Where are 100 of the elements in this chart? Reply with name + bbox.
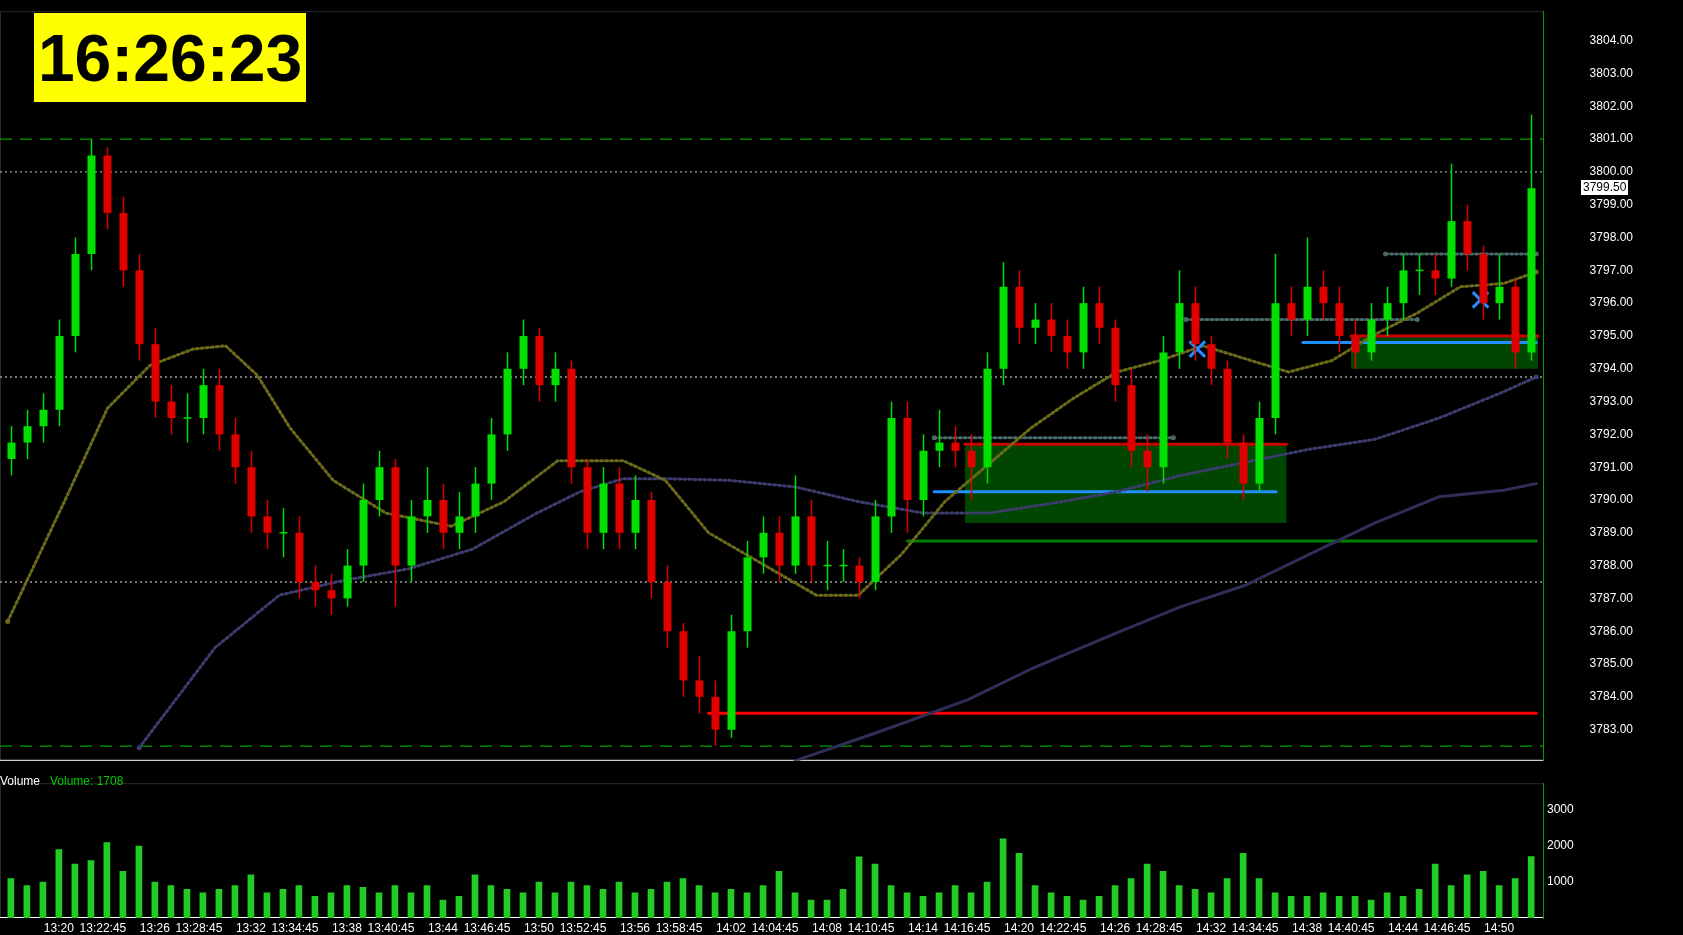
bar bbox=[231, 885, 239, 918]
x-tick-label: 14:34:45 bbox=[1231, 920, 1279, 935]
candlestick bbox=[1351, 318, 1360, 370]
bar bbox=[1479, 870, 1487, 918]
x-tick-label: 14:14 bbox=[908, 920, 939, 935]
candlestick bbox=[1143, 433, 1152, 493]
bar bbox=[1255, 878, 1263, 918]
annotation: 16:26:23 bbox=[34, 13, 306, 102]
y-tick-label: 3799.00 bbox=[1589, 197, 1634, 212]
bar bbox=[695, 885, 703, 918]
bar bbox=[423, 885, 431, 918]
bar bbox=[455, 896, 463, 918]
candlestick bbox=[951, 425, 960, 468]
candlestick bbox=[1047, 302, 1056, 354]
y-tick-label: 3788.00 bbox=[1589, 557, 1634, 572]
bar bbox=[215, 888, 223, 918]
bar bbox=[775, 870, 783, 918]
x-tick-label: 14:20 bbox=[1004, 920, 1035, 935]
x-tick-label: 14:04:45 bbox=[751, 920, 799, 935]
bar bbox=[871, 863, 879, 918]
candlestick bbox=[23, 409, 32, 460]
x-tick-label: 13:58:45 bbox=[655, 920, 703, 935]
x-tick-label: 13:38 bbox=[331, 920, 363, 935]
text: 3799.50 bbox=[1581, 180, 1629, 196]
candlestick bbox=[327, 573, 336, 616]
y-tick-label: 3792.00 bbox=[1589, 426, 1634, 441]
y-tick-label: 3796.00 bbox=[1589, 295, 1634, 310]
bar bbox=[343, 885, 351, 918]
bar bbox=[1447, 885, 1455, 918]
bar bbox=[1095, 896, 1103, 918]
bar bbox=[87, 860, 95, 918]
bar bbox=[1175, 885, 1183, 918]
annotation: Volume bbox=[0, 774, 41, 788]
bar bbox=[487, 885, 495, 918]
x-tick-label: 13:20 bbox=[43, 920, 75, 935]
y-tick-label: 3787.00 bbox=[1589, 590, 1634, 605]
bar bbox=[183, 888, 191, 918]
candlestick bbox=[183, 392, 192, 444]
y-tick-label: 3783.00 bbox=[1589, 721, 1634, 736]
y-tick-label: 3791.00 bbox=[1589, 459, 1634, 474]
y-tick-label: 3801.00 bbox=[1589, 131, 1634, 146]
y-tick-label: 3000 bbox=[1547, 802, 1575, 817]
annotation: Volume: 1708 bbox=[50, 774, 124, 788]
bar bbox=[1303, 896, 1311, 918]
x-tick-label: 13:50 bbox=[523, 920, 555, 935]
bar bbox=[311, 896, 319, 918]
candlestick bbox=[855, 556, 864, 600]
bar bbox=[1415, 888, 1423, 918]
x-tick-label: 14:16:45 bbox=[943, 920, 991, 935]
candlestick bbox=[1383, 286, 1392, 337]
candlestick bbox=[1031, 302, 1040, 345]
x-tick-label: 14:28:45 bbox=[1135, 920, 1183, 935]
x-tick-label: 14:44 bbox=[1388, 920, 1419, 935]
x-tick-label: 14:38 bbox=[1292, 920, 1323, 935]
x-tick-label: 14:10:45 bbox=[847, 920, 895, 935]
x-tick-label: 13:44 bbox=[427, 920, 459, 935]
bar bbox=[1431, 863, 1439, 918]
candlestick bbox=[967, 433, 976, 501]
bar bbox=[167, 885, 175, 918]
bar bbox=[135, 845, 143, 918]
bar bbox=[1495, 885, 1503, 918]
y-tick-label: 3785.00 bbox=[1589, 656, 1634, 671]
bar bbox=[119, 870, 127, 918]
candlestick bbox=[1287, 286, 1296, 337]
y-tick-label: 3802.00 bbox=[1589, 98, 1634, 113]
bar bbox=[759, 885, 767, 918]
bar bbox=[55, 849, 63, 918]
x-tick-label: 14:46:45 bbox=[1423, 920, 1471, 935]
bar bbox=[1159, 870, 1167, 918]
bar bbox=[887, 885, 895, 918]
candlestick bbox=[263, 499, 272, 550]
y-tick-label: 1000 bbox=[1547, 874, 1575, 889]
x-tick-label: 13:52:45 bbox=[559, 920, 607, 935]
bar bbox=[23, 885, 31, 918]
x-tick-label: 13:56 bbox=[619, 920, 651, 935]
bar bbox=[951, 885, 959, 918]
candlestick bbox=[695, 655, 704, 714]
y-tick-label: 3804.00 bbox=[1589, 33, 1634, 48]
bar bbox=[1191, 888, 1199, 918]
y-tick-label: 3798.00 bbox=[1589, 229, 1634, 244]
bar bbox=[1111, 885, 1119, 918]
y-tick-label: 3795.00 bbox=[1589, 328, 1634, 343]
candlestick bbox=[1495, 253, 1504, 321]
y-tick-label: 3790.00 bbox=[1589, 492, 1634, 507]
bar bbox=[1335, 896, 1343, 918]
bar bbox=[295, 885, 303, 918]
x-tick-label: 13:46:45 bbox=[463, 920, 511, 935]
candlestick bbox=[279, 507, 288, 559]
bar bbox=[1511, 878, 1519, 918]
x-tick-label: 14:22:45 bbox=[1039, 920, 1087, 935]
bar bbox=[1287, 896, 1295, 918]
bar bbox=[7, 878, 15, 918]
bar bbox=[999, 838, 1007, 918]
candlestick bbox=[167, 384, 176, 436]
bar bbox=[1399, 896, 1407, 918]
bar bbox=[391, 885, 399, 918]
x-tick-label: 13:28:45 bbox=[175, 920, 223, 935]
bar bbox=[679, 878, 687, 918]
y-tick-label: 3803.00 bbox=[1589, 65, 1634, 80]
y-tick-label: 3797.00 bbox=[1589, 262, 1634, 277]
